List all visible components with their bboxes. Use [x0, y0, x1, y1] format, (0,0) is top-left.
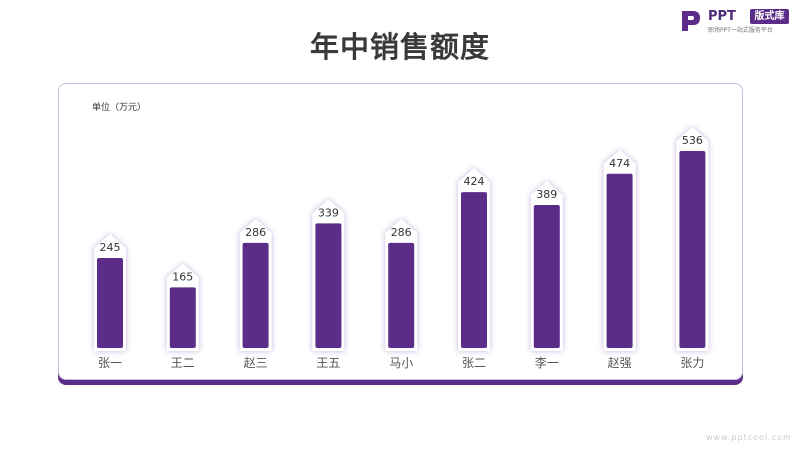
bar-group: 245 张一	[94, 233, 126, 370]
data-label: 339	[318, 206, 339, 219]
category-label: 张力	[680, 356, 704, 370]
category-label: 王二	[171, 356, 195, 370]
bar	[242, 242, 269, 348]
bar-group: 389 李一	[530, 181, 563, 370]
bar-group: 286 马小	[385, 218, 418, 370]
bar	[461, 192, 487, 348]
bar-group: 339 王五	[312, 199, 345, 370]
data-label: 424	[464, 175, 485, 188]
logo-mark-icon	[682, 11, 700, 31]
bar-group: 165 王二	[166, 263, 199, 370]
bar-group: 536 张力	[676, 127, 709, 370]
bar	[606, 173, 633, 348]
bars-layer: 245 张一 165 王二 286 赵三 339 王五 286 马小 424 张二 389 李一 474 赵强…	[94, 127, 709, 370]
category-label: 李一	[535, 355, 559, 370]
data-label: 389	[536, 188, 557, 201]
category-label: 赵强	[608, 356, 632, 370]
bar	[169, 287, 196, 348]
logo-badge: 版式库	[750, 9, 789, 24]
bar	[679, 151, 706, 348]
category-label: 张一	[98, 356, 122, 370]
data-label: 286	[391, 226, 412, 239]
category-label: 王五	[316, 356, 340, 370]
bar-group: 424 张二	[458, 168, 490, 370]
data-label: 286	[245, 226, 266, 239]
logo-brand-text: PPT	[708, 9, 736, 24]
data-label: 165	[172, 270, 193, 283]
bar	[533, 205, 560, 348]
data-label: 474	[609, 157, 630, 170]
bar	[97, 257, 123, 348]
data-label: 536	[682, 134, 703, 147]
bar-group: 474 赵强	[603, 149, 636, 370]
unit-label: 单位（万元）	[92, 103, 147, 113]
watermark: www.pptcool.com	[706, 433, 792, 442]
bar	[388, 242, 415, 348]
bar	[315, 223, 342, 348]
brand-logo: PPT 版式库 职场PPT一站式服务平台	[679, 8, 791, 34]
data-label: 245	[100, 241, 121, 254]
logo-tagline: 职场PPT一站式服务平台	[708, 27, 773, 34]
bar-group: 286 赵三	[239, 218, 272, 370]
category-label: 赵三	[244, 356, 268, 370]
page-title: 年中销售额度	[309, 30, 490, 64]
category-label: 马小	[389, 356, 413, 370]
category-label: 张二	[462, 356, 486, 370]
